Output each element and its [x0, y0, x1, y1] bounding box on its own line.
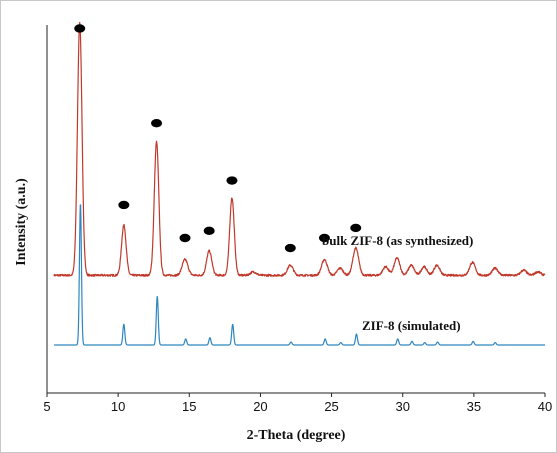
- peak-marker: [226, 176, 238, 185]
- series-line-simulated: [53, 204, 546, 346]
- peak-marker: [318, 233, 330, 243]
- x-tick-label: 5: [43, 399, 50, 414]
- peak-markers: [74, 24, 362, 253]
- axes: [46, 25, 545, 394]
- x-ticks: 5 10 15 20 25 30 35 40: [43, 393, 552, 414]
- x-tick-label: 40: [538, 399, 552, 414]
- peak-marker: [74, 24, 86, 33]
- series-line-bulk: [53, 21, 546, 277]
- x-tick-label: 10: [111, 399, 125, 414]
- x-tick-label: 30: [395, 399, 409, 414]
- peak-marker: [118, 200, 130, 210]
- x-tick-label: 20: [253, 399, 267, 414]
- y-axis-label: Intensity (a.u.): [14, 178, 29, 266]
- x-axis-label: 2-Theta (degree): [247, 428, 346, 443]
- series-label-bulk: bulk ZIF-8 (as synthesized): [322, 233, 473, 248]
- x-tick-label: 25: [324, 399, 338, 414]
- peak-marker: [350, 223, 362, 233]
- peak-marker: [203, 226, 215, 236]
- peak-marker: [284, 243, 296, 253]
- series-layer: [53, 21, 546, 346]
- x-tick-label: 15: [182, 399, 196, 414]
- peak-marker: [151, 118, 163, 128]
- series-label-simulated: ZIF-8 (simulated): [362, 318, 461, 333]
- peak-marker: [179, 233, 191, 243]
- x-tick-label: 35: [467, 399, 481, 414]
